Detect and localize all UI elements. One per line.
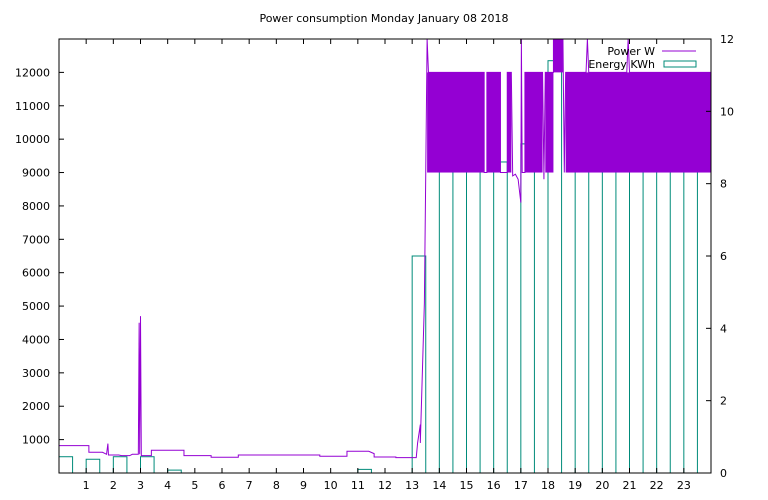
x-tick-label: 5 bbox=[191, 479, 198, 492]
y-tick-label: 10000 bbox=[15, 133, 50, 146]
x-tick-label: 4 bbox=[164, 479, 171, 492]
x-tick-label: 22 bbox=[650, 479, 664, 492]
x-tick-label: 18 bbox=[541, 479, 555, 492]
x-tick-label: 6 bbox=[219, 479, 226, 492]
energy-bar bbox=[85, 458, 101, 474]
x-tick-label: 1 bbox=[83, 479, 90, 492]
x-tick-label: 10 bbox=[324, 479, 338, 492]
legend-label-energy: Energy KWh bbox=[588, 58, 655, 71]
y-tick-label: 2000 bbox=[22, 400, 50, 413]
energy-bar bbox=[357, 468, 372, 474]
x-tick-label: 3 bbox=[137, 479, 144, 492]
legend: Power W Energy KWh bbox=[588, 45, 697, 71]
energy-bar bbox=[656, 136, 671, 474]
y2-tick-label: 2 bbox=[720, 395, 727, 408]
x-tick-label: 13 bbox=[405, 479, 419, 492]
x-tick-label: 17 bbox=[514, 479, 528, 492]
x-tick-label: 15 bbox=[460, 479, 474, 492]
energy-bar bbox=[520, 143, 535, 474]
x-tick-label: 23 bbox=[677, 479, 691, 492]
y2-tick-label: 0 bbox=[720, 467, 727, 480]
y2-tick-label: 8 bbox=[720, 178, 727, 191]
power-band bbox=[427, 72, 485, 173]
x-tick-label: 12 bbox=[378, 479, 392, 492]
power-line bbox=[59, 38, 711, 459]
x-tick-label: 9 bbox=[300, 479, 307, 492]
y-tick-label: 4000 bbox=[22, 333, 50, 346]
energy-bar bbox=[466, 139, 481, 474]
x-tick-label: 7 bbox=[246, 479, 253, 492]
x-tick-label: 14 bbox=[432, 479, 446, 492]
y-tick-label: 6000 bbox=[22, 267, 50, 280]
power-band bbox=[486, 72, 501, 173]
axis-ticks: 1 2 3 4 5 6 7 8 9 10 11 12 13 14 15 16 17 18 19 20 21 22 23100… bbox=[15, 33, 734, 492]
energy-bar bbox=[411, 255, 427, 474]
energy-bar bbox=[140, 456, 155, 474]
x-tick-label: 21 bbox=[623, 479, 637, 492]
x-tick-label: 16 bbox=[487, 479, 501, 492]
power-band bbox=[507, 72, 512, 173]
energy-bar bbox=[438, 136, 454, 474]
y-tick-label: 1000 bbox=[22, 434, 50, 447]
y-tick-label: 12000 bbox=[15, 66, 50, 79]
y-tick-label: 8000 bbox=[22, 200, 50, 213]
y2-tick-label: 12 bbox=[720, 33, 734, 46]
energy-bar bbox=[493, 161, 508, 474]
y-tick-label: 11000 bbox=[15, 100, 50, 113]
power-band bbox=[545, 72, 554, 173]
y2-tick-label: 6 bbox=[720, 250, 727, 263]
x-tick-label: 2 bbox=[110, 479, 117, 492]
y-tick-label: 7000 bbox=[22, 233, 50, 246]
power-band bbox=[553, 39, 563, 73]
energy-bar bbox=[683, 132, 698, 474]
y-tick-label: 5000 bbox=[22, 300, 50, 313]
y-tick-label: 3000 bbox=[22, 367, 50, 380]
y-tick-label: 9000 bbox=[22, 167, 50, 180]
power-line-path bbox=[59, 38, 711, 459]
y2-tick-label: 4 bbox=[720, 322, 727, 335]
power-band bbox=[524, 72, 543, 173]
x-tick-label: 11 bbox=[351, 479, 365, 492]
energy-bar bbox=[58, 456, 74, 474]
legend-swatch-energy bbox=[663, 60, 697, 68]
energy-bar bbox=[112, 456, 128, 474]
legend-label-power: Power W bbox=[607, 45, 655, 58]
chart-title: Power consumption Monday January 08 2018 bbox=[259, 12, 508, 25]
x-tick-label: 20 bbox=[595, 479, 609, 492]
x-tick-label: 19 bbox=[568, 479, 582, 492]
y2-tick-label: 10 bbox=[720, 105, 734, 118]
power-band bbox=[565, 72, 711, 173]
x-tick-label: 8 bbox=[273, 479, 280, 492]
